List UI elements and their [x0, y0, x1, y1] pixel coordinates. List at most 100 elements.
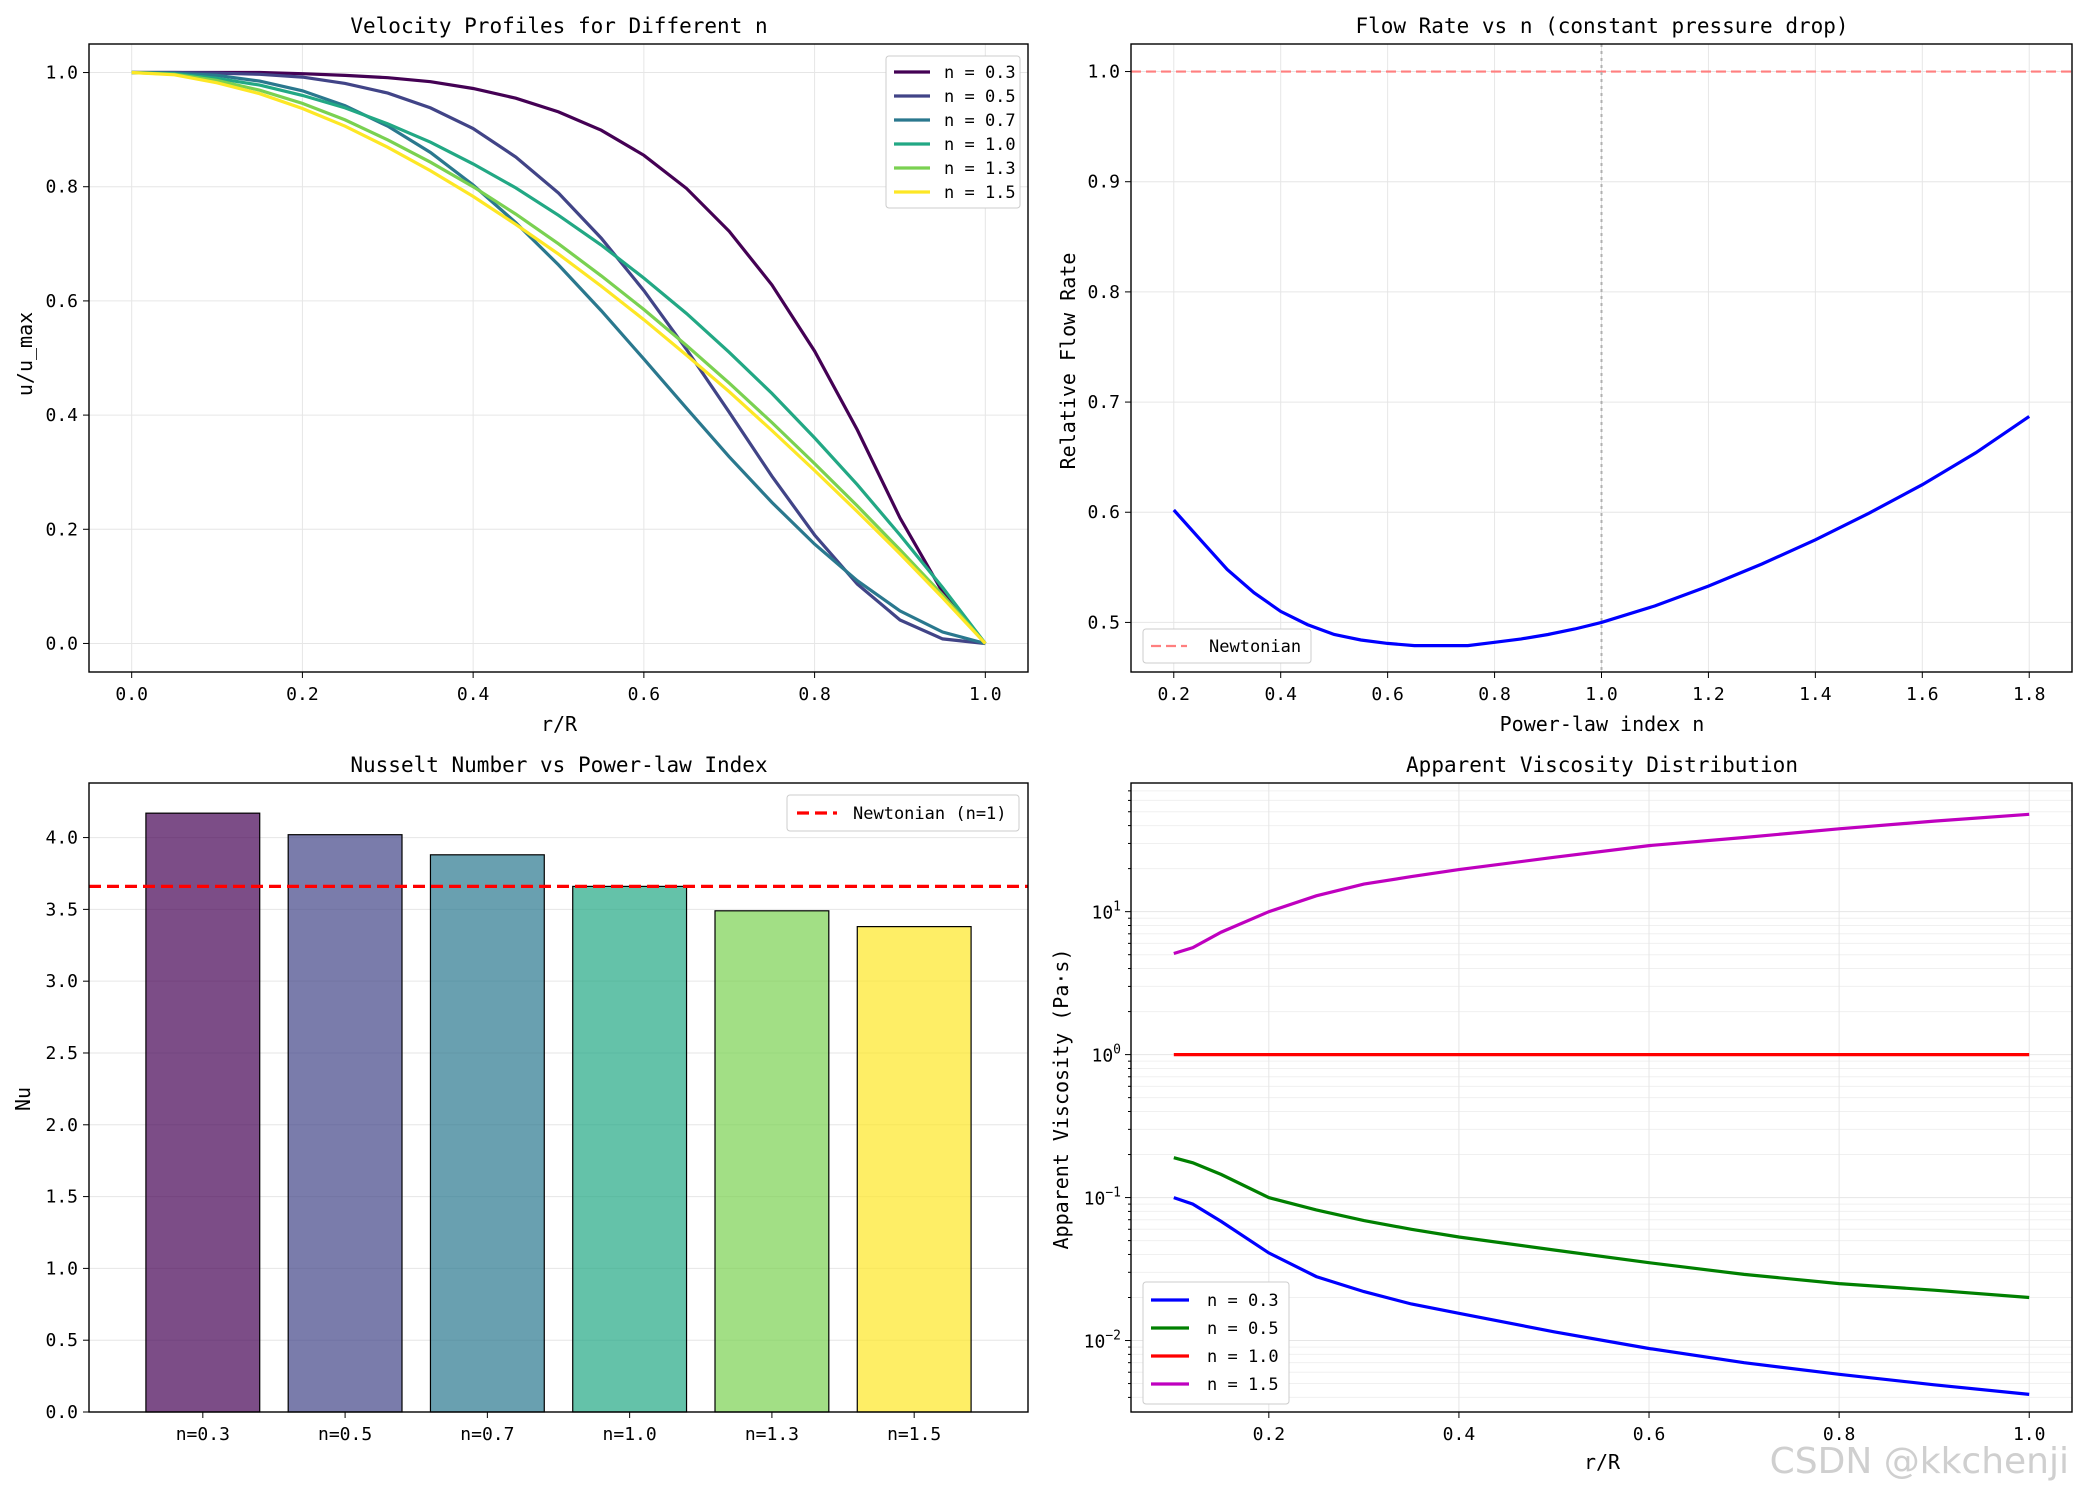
- x-tick-label: 0.8: [1478, 684, 1511, 705]
- bar-n=0.5: [287, 834, 403, 1413]
- series-line-n0.7: [131, 70, 986, 646]
- x-tick-label: 1.0: [2013, 1424, 2046, 1445]
- x-tick-label: 1.6: [1906, 684, 1939, 705]
- x-tick-label: n=0.3: [176, 1424, 230, 1445]
- legend-label: n = 0.3: [1207, 1291, 1279, 1311]
- legend-label: Newtonian (n=1): [853, 804, 1007, 824]
- x-tick-label: 0.4: [1264, 684, 1297, 705]
- x-tick-label: 0.6: [628, 684, 661, 705]
- y-tick-label: 3.0: [45, 971, 78, 992]
- x-tick-label: 1.8: [2013, 684, 2046, 705]
- y-tick-label: 1.0: [1087, 62, 1120, 83]
- legend-label: n = 1.0: [944, 135, 1016, 155]
- velocity-plot-frame: [88, 43, 1029, 673]
- bar-n=1.0: [572, 885, 688, 1413]
- x-tick-label: n=0.5: [318, 1424, 372, 1445]
- y-tick-label: 2.5: [45, 1043, 78, 1064]
- legend-label: n = 1.5: [944, 183, 1016, 203]
- x-tick-label: n=0.7: [460, 1424, 514, 1445]
- y-tick-label: 0.8: [45, 177, 78, 198]
- velocity-profiles-xlabel: r/R: [541, 712, 578, 736]
- legend-box: [1142, 1281, 1290, 1405]
- bar-n=1.5: [856, 926, 972, 1413]
- x-tick-label: 1.2: [1692, 684, 1725, 705]
- x-tick-label: 0.2: [286, 684, 319, 705]
- nusselt-ylabel: Nu: [11, 1087, 35, 1111]
- x-tick-label: n=1.0: [603, 1424, 657, 1445]
- legend-label: Newtonian: [1209, 637, 1301, 657]
- y-tick-label: 1.0: [45, 63, 78, 84]
- x-tick-label: 0.6: [1371, 684, 1404, 705]
- viscosity-title: Apparent Viscosity Distribution: [1406, 753, 1798, 777]
- y-tick-label: 0.6: [45, 291, 78, 312]
- nusselt-title: Nusselt Number vs Power-law Index: [350, 753, 767, 777]
- viscosity-ylabel: Apparent Viscosity (Pa·s): [1049, 948, 1073, 1249]
- series-line-n1.5: [131, 70, 987, 645]
- y-tick-label: 100: [1091, 1043, 1121, 1067]
- y-tick-label: 0.5: [1087, 612, 1120, 633]
- flow-rate-xlabel: Power-law index n: [1500, 712, 1705, 736]
- legend-label: n = 0.3: [944, 63, 1016, 83]
- velocity-profiles-ylabel: u/u_max: [13, 312, 37, 396]
- y-tick-label: 2.0: [45, 1115, 78, 1136]
- flow-rate-ylabel: Relative Flow Rate: [1056, 253, 1080, 470]
- legend-label: n = 0.5: [1207, 1319, 1279, 1339]
- legend-label: n = 1.5: [1207, 1375, 1279, 1395]
- x-tick-label: 1.4: [1799, 684, 1832, 705]
- viscosity-plot-frame: [1130, 782, 2073, 1413]
- x-tick-label: 0.8: [1823, 1424, 1856, 1445]
- legend-box: [786, 794, 1020, 832]
- viscosity-panel: Apparent Viscosity Distribution r/R Appa…: [1049, 753, 2073, 1474]
- series-line-n0.5: [1173, 1156, 2030, 1300]
- flow-rate-panel: Flow Rate vs n (constant pressure drop) …: [1056, 14, 2073, 736]
- y-tick-label: 4.0: [45, 828, 78, 849]
- x-tick-label: 0.4: [457, 684, 490, 705]
- x-tick-label: 0.6: [1633, 1424, 1666, 1445]
- legend-label: n = 1.3: [944, 159, 1016, 179]
- series-line-n0.3: [131, 70, 987, 645]
- bar-n=1.3: [714, 910, 830, 1413]
- x-tick-label: 0.8: [798, 684, 831, 705]
- x-tick-label: 0.2: [1158, 684, 1191, 705]
- watermark: CSDN @kkchenji: [1769, 1441, 2069, 1482]
- bar-n=0.3: [145, 812, 261, 1413]
- legend-box: [885, 55, 1021, 209]
- series-line-n1.3: [131, 70, 987, 645]
- x-tick-label: 0.4: [1443, 1424, 1476, 1445]
- x-tick-label: 1.0: [1585, 684, 1618, 705]
- legend-label: n = 1.0: [1207, 1347, 1279, 1367]
- y-tick-label: 0.4: [45, 405, 78, 426]
- y-tick-label: 10−1: [1084, 1186, 1121, 1210]
- legend-label: n = 0.7: [944, 111, 1016, 131]
- y-tick-label: 0.2: [45, 519, 78, 540]
- bar-n=0.7: [429, 854, 545, 1413]
- flow-rate-title: Flow Rate vs n (constant pressure drop): [1355, 14, 1848, 38]
- velocity-profiles-title: Velocity Profiles for Different n: [350, 14, 767, 38]
- y-tick-label: 1.0: [45, 1258, 78, 1279]
- y-tick-label: 0.9: [1087, 172, 1120, 193]
- flow-rate-line: [1172, 415, 2031, 648]
- x-tick-label: 0.2: [1253, 1424, 1286, 1445]
- y-tick-label: 0.7: [1087, 392, 1120, 413]
- legend-box: [1142, 628, 1312, 664]
- x-tick-label: 0.0: [115, 684, 148, 705]
- x-tick-label: n=1.3: [745, 1424, 799, 1445]
- x-tick-label: n=1.5: [887, 1424, 941, 1445]
- series-line-n1.0: [131, 70, 987, 645]
- legend-label: n = 0.5: [944, 87, 1016, 107]
- y-tick-label: 0.8: [1087, 282, 1120, 303]
- y-tick-label: 0.6: [1087, 502, 1120, 523]
- nusselt-plot-frame: [88, 782, 1029, 1413]
- y-tick-label: 0.5: [45, 1330, 78, 1351]
- series-line-n1.5: [1173, 812, 2030, 956]
- x-tick-label: 1.0: [969, 684, 1002, 705]
- y-tick-label: 1.5: [45, 1187, 78, 1208]
- nusselt-panel: Nusselt Number vs Power-law Index Nu 0.0…: [11, 753, 1029, 1445]
- viscosity-xlabel: r/R: [1584, 1450, 1621, 1474]
- flow-rate-plot-frame: [1130, 43, 2073, 673]
- y-tick-label: 0.0: [45, 633, 78, 654]
- series-line-n0.3: [1173, 1196, 2030, 1396]
- y-tick-label: 101: [1091, 900, 1121, 924]
- velocity-profiles-panel: Velocity Profiles for Different n r/R u/…: [13, 14, 1029, 736]
